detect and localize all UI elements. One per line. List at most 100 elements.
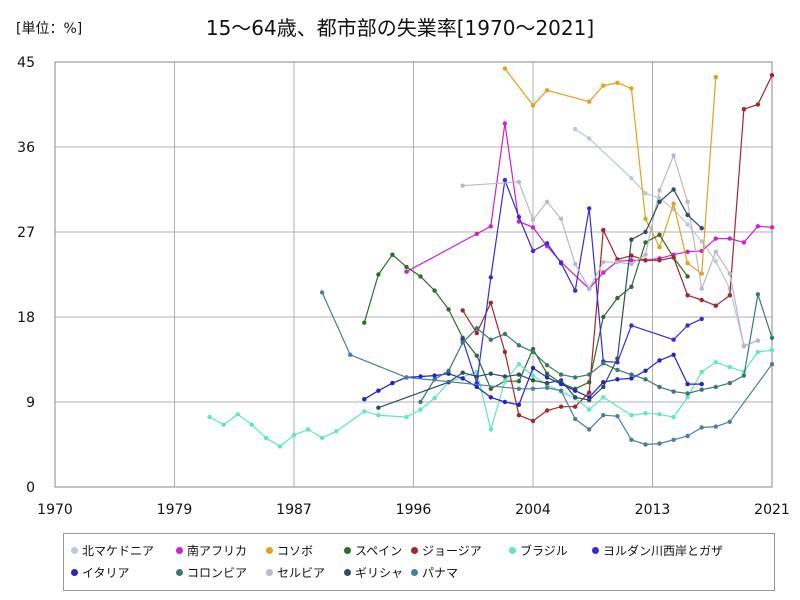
data-point — [643, 252, 648, 257]
data-point — [741, 240, 747, 245]
data-point — [530, 103, 536, 108]
legend-swatch — [266, 547, 273, 554]
x-tick-label: 2021 — [754, 502, 790, 518]
series-3 — [362, 232, 690, 391]
data-point — [558, 216, 564, 221]
series-line — [378, 188, 703, 409]
legend-label: 南アフリカ — [187, 544, 248, 558]
data-point — [502, 374, 508, 379]
data-point — [544, 241, 550, 246]
series-10 — [376, 187, 704, 410]
data-point — [685, 433, 690, 439]
data-point — [516, 372, 522, 377]
series-6 — [460, 177, 704, 386]
data-point — [629, 86, 634, 91]
data-point — [573, 416, 578, 422]
data-point — [516, 362, 522, 367]
data-point — [319, 435, 325, 441]
data-point — [699, 316, 704, 322]
data-point — [699, 387, 704, 392]
data-point — [671, 337, 676, 342]
chart-title: 15〜64歳、都市部の失業率[1970〜2021] — [205, 16, 595, 40]
data-point — [390, 380, 395, 386]
data-point — [277, 444, 283, 449]
legend-swatch — [71, 547, 78, 554]
data-point — [657, 232, 662, 237]
series-line — [419, 294, 773, 403]
data-point — [601, 361, 606, 366]
data-point — [587, 286, 592, 291]
legend-swatch — [592, 547, 599, 554]
data-point — [601, 83, 606, 88]
data-point — [713, 303, 718, 308]
data-point — [362, 409, 367, 414]
data-point — [699, 369, 704, 374]
data-point — [713, 360, 718, 365]
y-tick-label: 0 — [26, 480, 35, 496]
x-tick-label: 1987 — [276, 502, 312, 518]
data-point — [488, 300, 493, 305]
series-line — [504, 68, 717, 275]
data-point — [263, 435, 269, 441]
unit-label: [単位：%] — [16, 21, 83, 37]
data-point — [615, 80, 620, 86]
data-point — [573, 404, 578, 409]
data-point — [530, 225, 536, 230]
data-point — [713, 384, 718, 390]
data-point — [657, 412, 662, 417]
y-tick-label: 45 — [17, 55, 35, 71]
data-point — [629, 253, 634, 258]
data-point — [601, 260, 606, 265]
data-point — [502, 121, 508, 126]
data-point — [769, 362, 775, 367]
data-point — [643, 377, 648, 382]
legend-label: コロンビア — [187, 566, 248, 580]
data-point — [657, 244, 662, 250]
data-point — [629, 376, 634, 381]
data-point — [516, 179, 522, 185]
legend-swatch — [266, 569, 273, 576]
legend-swatch — [176, 547, 183, 554]
legend-swatch — [71, 569, 78, 576]
data-point — [741, 107, 747, 112]
data-point — [376, 405, 381, 410]
data-point — [629, 176, 634, 181]
data-point — [671, 352, 676, 357]
data-point — [418, 399, 423, 405]
data-point — [671, 187, 676, 192]
data-point — [488, 275, 493, 280]
data-point — [516, 214, 522, 220]
data-point — [376, 413, 381, 418]
x-tick-label: 1979 — [157, 502, 193, 518]
data-point — [615, 260, 620, 265]
legend-swatch — [344, 569, 351, 576]
series-8 — [418, 292, 775, 405]
data-point — [643, 442, 648, 447]
data-point — [502, 379, 508, 384]
data-point — [643, 258, 648, 263]
data-point — [657, 258, 662, 263]
data-point — [643, 411, 648, 416]
data-point — [755, 292, 761, 297]
data-point — [699, 425, 704, 430]
data-point — [488, 224, 493, 229]
data-point — [713, 424, 718, 429]
data-point — [404, 375, 409, 380]
data-point — [474, 326, 479, 331]
data-point — [502, 66, 508, 71]
data-point — [615, 377, 620, 382]
data-point — [573, 395, 578, 400]
data-point — [418, 374, 423, 379]
data-point — [474, 330, 479, 336]
data-point — [587, 390, 592, 395]
data-point — [755, 102, 761, 107]
series-9 — [460, 153, 761, 349]
legend-label: ジョージア — [422, 544, 482, 558]
data-point — [404, 264, 409, 270]
data-point — [615, 295, 620, 301]
data-point — [685, 261, 690, 266]
y-tick-label: 27 — [17, 225, 35, 241]
data-point — [587, 99, 592, 104]
data-point — [685, 274, 690, 279]
data-point — [727, 293, 732, 298]
